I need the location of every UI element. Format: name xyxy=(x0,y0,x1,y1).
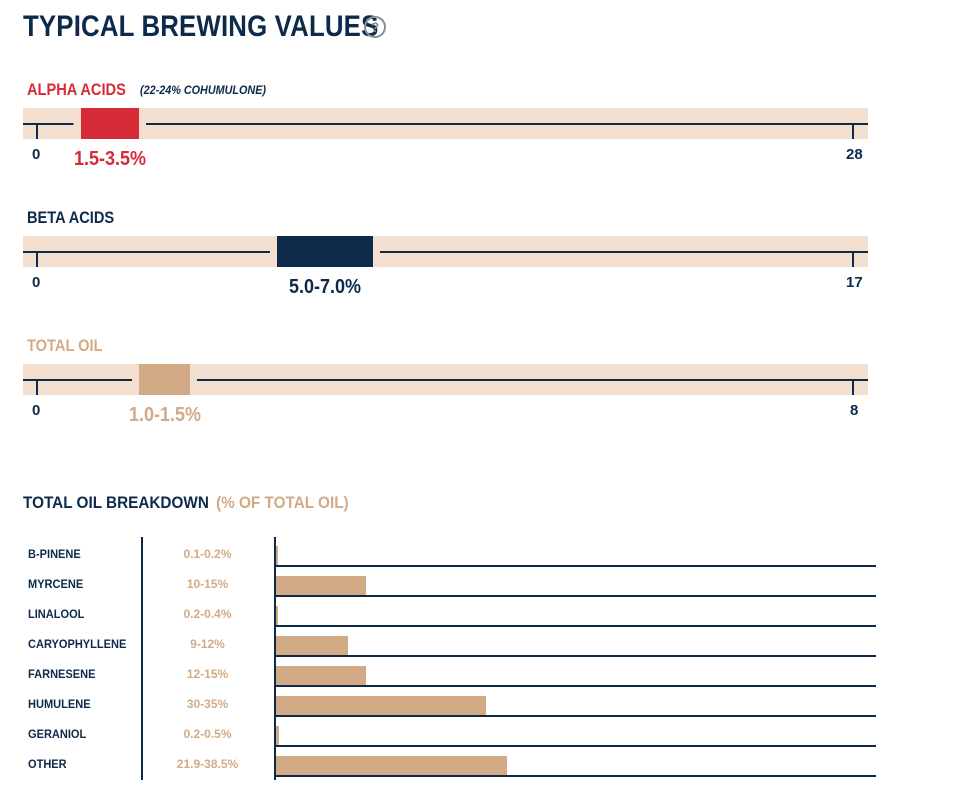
beta-acids-max-tick xyxy=(852,252,854,267)
alpha-acids-max-tick xyxy=(852,124,854,139)
oil-name: LINALOOL xyxy=(28,607,85,621)
chart-baseline xyxy=(274,537,276,780)
oil-bar xyxy=(276,576,366,596)
oil-bar xyxy=(276,696,486,716)
breakdown-title-text: TOTAL OIL BREAKDOWN xyxy=(23,493,209,512)
oil-bar xyxy=(276,636,348,656)
alpha-acids-min-tick xyxy=(36,124,38,139)
oil-name: FARNESENE xyxy=(28,667,96,681)
oil-value: 21.9-38.5% xyxy=(176,757,239,771)
row-line xyxy=(276,625,876,627)
total-oil-min: 0 xyxy=(32,402,41,419)
total-oil-value: 1.0-1.5% xyxy=(128,404,201,426)
oil-name: MYRCENE xyxy=(28,577,84,591)
alpha-acids-range-marker xyxy=(80,108,139,139)
oil-value: 9-12% xyxy=(190,637,225,651)
beta-acids-min: 0 xyxy=(32,274,41,291)
alpha-acids-axis xyxy=(23,123,868,125)
alpha-acids-max: 28 xyxy=(846,146,863,163)
beta-acids-max: 17 xyxy=(846,274,863,291)
alpha-acids-label: ALPHA ACIDS xyxy=(27,80,126,99)
oil-value: 30-35% xyxy=(186,697,229,711)
total-oil-label: TOTAL OIL xyxy=(27,336,103,355)
oil-bar xyxy=(276,756,507,776)
total-oil-axis xyxy=(23,379,868,381)
oil-bar xyxy=(276,606,279,626)
oil-bar xyxy=(276,666,366,686)
oil-name: CARYOPHYLLENE xyxy=(28,637,127,651)
row-line xyxy=(276,685,876,687)
beta-acids-min-tick xyxy=(36,252,38,267)
name-column-divider xyxy=(141,537,143,780)
row-line xyxy=(276,775,876,777)
beta-acids-value: 5.0-7.0% xyxy=(288,276,362,298)
question-circle-icon[interactable]: ? xyxy=(364,16,386,38)
total-oil-min-tick xyxy=(36,380,38,395)
oil-name: OTHER xyxy=(28,757,67,771)
beta-acids-label: BETA ACIDS xyxy=(27,208,115,227)
breakdown-subtitle: (% OF TOTAL OIL) xyxy=(216,493,349,512)
alpha-acids-value: 1.5-3.5% xyxy=(73,148,146,170)
total-oil-max-tick xyxy=(852,380,854,395)
row-line xyxy=(276,655,876,657)
row-line xyxy=(276,745,876,747)
total-oil-max: 8 xyxy=(850,402,859,419)
row-line xyxy=(276,595,876,597)
oil-name: GERANIOL xyxy=(28,727,87,741)
oil-bar xyxy=(276,546,278,566)
alpha-acids-min: 0 xyxy=(32,146,41,163)
beta-acids-axis xyxy=(23,251,868,253)
oil-name: B-PINENE xyxy=(28,547,81,561)
total-oil-range-marker xyxy=(139,364,190,395)
oil-bar xyxy=(276,726,279,746)
oil-value: 12-15% xyxy=(186,667,229,681)
breakdown-title: TOTAL OIL BREAKDOWN (% OF TOTAL OIL) xyxy=(23,493,349,513)
oil-value: 0.2-0.4% xyxy=(183,607,232,621)
row-line xyxy=(276,715,876,717)
oil-name: HUMULENE xyxy=(28,697,91,711)
beta-acids-range-marker xyxy=(277,236,373,267)
oil-value: 0.2-0.5% xyxy=(183,727,232,741)
oil-value: 0.1-0.2% xyxy=(183,547,232,561)
row-line xyxy=(276,565,876,567)
alpha-acids-note: (22-24% COHUMULONE) xyxy=(140,83,267,97)
page-title: TYPICAL BREWING VALUES xyxy=(23,10,379,43)
oil-value: 10-15% xyxy=(186,577,229,591)
